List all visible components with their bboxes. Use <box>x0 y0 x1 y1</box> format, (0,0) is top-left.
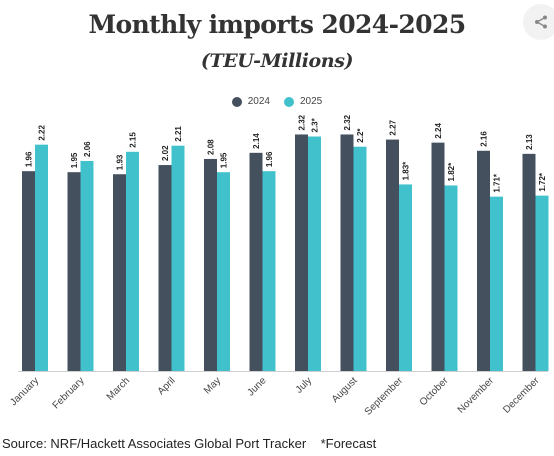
data-label-2025-february: 2.06 <box>83 141 92 157</box>
bar-2025-june <box>262 171 276 371</box>
bar-2024-january <box>22 171 35 371</box>
bar-2025-april <box>171 145 185 371</box>
bar-2025-september <box>399 184 412 371</box>
bar-2025-february <box>80 160 94 371</box>
legend-label-2025: 2025 <box>300 96 323 107</box>
data-label-2024-may: 2.08 <box>207 139 216 155</box>
x-tick-label-january: January <box>8 375 41 408</box>
data-label-2025-september: 1.83* <box>402 161 411 181</box>
share-button[interactable] <box>523 4 554 40</box>
data-label-2025-november: 1.71* <box>493 173 502 193</box>
bar-2024-december <box>522 153 536 371</box>
chart-title: Monthly imports 2024-2025 <box>88 10 466 39</box>
bar-2024-october <box>431 142 445 371</box>
x-tick-label-may: May <box>202 375 223 396</box>
legend-item-2024[interactable]: 2024 <box>231 96 270 107</box>
data-label-2025-march: 2.15 <box>129 132 138 148</box>
data-label-2025-december: 1.72* <box>538 172 547 192</box>
data-label-2024-july: 2.32 <box>298 114 307 130</box>
x-tick-label-october: October <box>418 375 451 408</box>
source-note: Source: NRF/Hackett Associates Global Po… <box>2 436 377 451</box>
bar-2024-february <box>67 172 81 371</box>
data-label-2025-june: 1.96 <box>265 151 274 167</box>
bar-2024-june <box>249 152 263 371</box>
bar-2025-january <box>35 144 48 371</box>
x-tick-label-april: April <box>156 375 178 397</box>
bar-2025-october <box>444 185 458 371</box>
legend-swatch-2025 <box>284 96 294 107</box>
data-label-2025-october: 1.82* <box>447 162 456 182</box>
data-label-2024-march: 1.93 <box>116 154 125 170</box>
x-tick-label-february: February <box>51 375 87 411</box>
chart-subtitle: (TEU-Millions) <box>200 50 354 72</box>
bar-2024-september <box>386 139 399 371</box>
bar-2025-may <box>217 172 230 371</box>
x-tick-label-december: December <box>501 375 542 416</box>
data-label-2024-november: 2.16 <box>480 131 489 147</box>
legend-swatch-2024 <box>231 96 242 107</box>
bar-2024-august <box>340 134 354 371</box>
data-label-2025-january: 2.22 <box>38 125 47 141</box>
bar-2025-july <box>308 136 321 371</box>
x-tick-label-september: September <box>363 375 406 418</box>
bar-2024-november <box>477 150 490 371</box>
bar-2025-august <box>353 146 367 371</box>
bar-chart: 1.96 2.22 January 1.95 2.06 February 1.93 2.15 M… <box>8 114 549 418</box>
legend-item-2025[interactable]: 2025 <box>284 96 322 107</box>
data-label-2024-april: 2.02 <box>161 145 170 161</box>
data-label-2024-august: 2.32 <box>343 114 352 130</box>
data-label-2025-august: 2.2* <box>356 128 365 143</box>
data-label-2024-october: 2.24 <box>434 123 443 139</box>
bar-2025-november <box>490 196 503 371</box>
data-label-2024-december: 2.13 <box>525 134 534 150</box>
legend: 2024 2025 <box>0 96 554 107</box>
data-label-2024-september: 2.27 <box>389 119 398 135</box>
x-tick-label-june: June <box>246 375 269 398</box>
bar-2025-december <box>535 195 549 371</box>
x-tick-label-august: August <box>330 375 360 405</box>
data-label-2025-april: 2.21 <box>174 126 183 142</box>
x-tick-label-march: March <box>105 375 132 402</box>
x-tick-label-july: July <box>294 375 314 395</box>
data-label-2024-june: 2.14 <box>252 133 261 149</box>
x-tick-label-november: November <box>456 375 497 416</box>
data-label-2025-may: 1.95 <box>220 152 229 168</box>
bar-2024-march <box>113 174 126 371</box>
share-icon <box>535 15 547 29</box>
legend-label-2024: 2024 <box>247 96 270 107</box>
data-label-2025-july: 2.3* <box>311 117 320 132</box>
data-label-2024-february: 1.95 <box>70 152 79 168</box>
data-label-2024-january: 1.96 <box>25 151 34 167</box>
bar-2025-march <box>126 151 139 371</box>
bar-2024-may <box>204 158 217 371</box>
bar-2024-april <box>158 165 172 371</box>
bar-2024-july <box>295 134 308 371</box>
